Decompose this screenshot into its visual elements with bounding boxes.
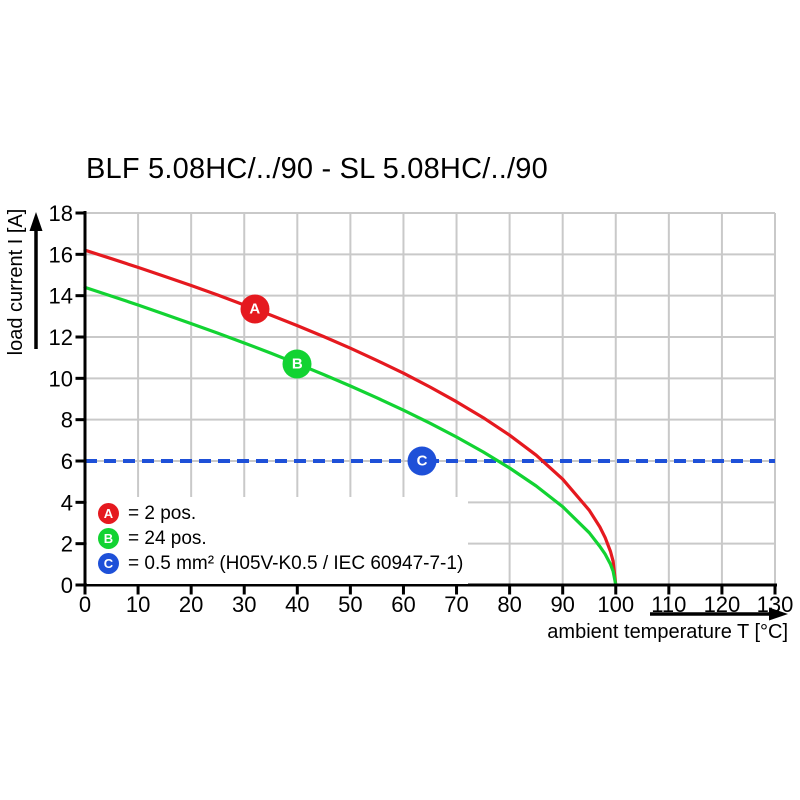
legend-badge-c-icon: C [98,553,119,574]
legend-badge-a-icon: A [98,503,119,524]
tick-marks [75,211,777,595]
y-tick-label: 10 [49,366,73,391]
legend: A = 2 pos. B = 24 pos. C = 0.5 mm² (H05V… [87,497,468,584]
y-tick-label: 6 [61,449,73,474]
legend-badge-b-icon: B [98,528,119,549]
curve-b [83,285,618,587]
x-axis-title: ambient temperature T [°C] [547,621,788,643]
marker-c: C [407,446,437,476]
y-axis-arrow-icon [29,212,43,349]
curve-a [83,248,618,587]
x-tick-label: 60 [391,592,415,617]
y-tick-label: 8 [61,408,73,433]
legend-label-c: = 0.5 mm² (H05V-K0.5 / IEC 60947-7-1) [128,552,464,574]
page-title: BLF 5.08HC/../90 - SL 5.08HC/../90 [86,153,548,185]
x-tick-label: 10 [126,592,150,617]
y-tick-label: 12 [49,325,73,350]
legend-item-b: B = 24 pos. [98,526,468,551]
y-tick-label: 16 [49,242,73,267]
y-tick-label: 4 [61,490,73,515]
legend-label-b: = 24 pos. [128,527,207,549]
axes [83,211,777,587]
marker-b: B [282,349,312,379]
y-tick-label: 18 [49,201,73,226]
x-tick-label: 50 [338,592,362,617]
x-tick-label: 30 [232,592,256,617]
y-axis-title: load current I [A] [5,208,27,356]
y-tick-label: 0 [61,573,73,598]
x-tick-label: 80 [497,592,521,617]
x-tick-label: 90 [550,592,574,617]
marker-a: A [240,294,270,324]
x-axis-arrow-icon [650,607,788,621]
x-tick-label: 70 [444,592,468,617]
legend-label-a: = 2 pos. [128,502,197,524]
x-tick-label: 20 [179,592,203,617]
x-tick-label: 100 [597,592,634,617]
legend-item-c: C = 0.5 mm² (H05V-K0.5 / IEC 60947-7-1) [98,551,468,576]
x-tick-label: 0 [79,592,91,617]
legend-item-a: A = 2 pos. [98,501,468,526]
y-tick-labels: 0 2 4 6 8 10 12 14 16 18 [49,201,73,598]
y-tick-label: 14 [49,284,73,309]
y-tick-label: 2 [61,532,73,557]
x-tick-label: 40 [285,592,309,617]
